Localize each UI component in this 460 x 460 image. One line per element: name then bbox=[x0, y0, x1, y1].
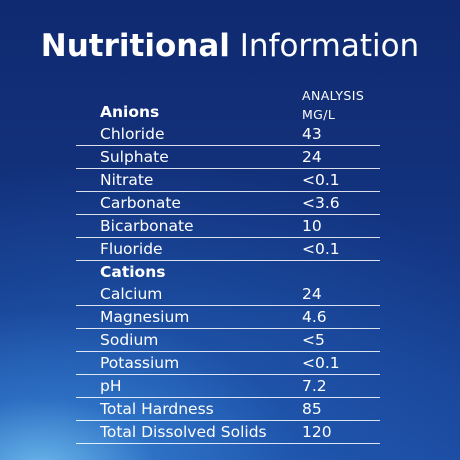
row-value: 4.6 bbox=[302, 308, 327, 326]
table-row: Bicarbonate 10 bbox=[76, 215, 380, 238]
section-heading-anions: Anions bbox=[76, 101, 380, 123]
column-header: ANALYSIS MG/L bbox=[302, 86, 364, 124]
row-value: <5 bbox=[302, 331, 325, 349]
nutrition-table: Anions Chloride 43 Sulphate 24 Nitrate <… bbox=[76, 101, 380, 444]
row-value: <0.1 bbox=[302, 240, 340, 258]
row-value: <3.6 bbox=[302, 194, 340, 212]
row-name: Total Hardness bbox=[100, 400, 214, 418]
row-value: 43 bbox=[302, 125, 322, 143]
row-name: Bicarbonate bbox=[100, 217, 194, 235]
table-row: Total Hardness 85 bbox=[76, 398, 380, 421]
column-header-analysis: ANALYSIS bbox=[302, 88, 365, 103]
row-name: pH bbox=[100, 377, 122, 395]
row-value: 7.2 bbox=[302, 377, 327, 395]
table-row: Total Dissolved Solids 120 bbox=[76, 421, 380, 444]
table-row: Fluoride <0.1 bbox=[76, 238, 380, 261]
table-row: Calcium 24 bbox=[76, 283, 380, 306]
table-row: Magnesium 4.6 bbox=[76, 306, 380, 329]
page-title: Nutritional Information bbox=[0, 24, 460, 68]
row-name: Nitrate bbox=[100, 171, 154, 189]
row-value: 24 bbox=[302, 148, 322, 166]
row-name: Magnesium bbox=[100, 308, 190, 326]
section-heading-label: Anions bbox=[100, 103, 160, 121]
table-row: Chloride 43 bbox=[76, 123, 380, 146]
table-row: pH 7.2 bbox=[76, 375, 380, 398]
row-name: Sodium bbox=[100, 331, 159, 349]
row-name: Fluoride bbox=[100, 240, 163, 258]
row-value: 120 bbox=[302, 423, 332, 441]
row-value: <0.1 bbox=[302, 354, 340, 372]
row-name: Calcium bbox=[100, 285, 163, 303]
table-row: Potassium <0.1 bbox=[76, 352, 380, 375]
title-bold: Nutritional bbox=[40, 28, 230, 64]
row-name: Chloride bbox=[100, 125, 165, 143]
row-value: 24 bbox=[302, 285, 322, 303]
row-value: 10 bbox=[302, 217, 322, 235]
table-row: Carbonate <3.6 bbox=[76, 192, 380, 215]
table-row: Sodium <5 bbox=[76, 329, 380, 352]
row-name: Sulphate bbox=[100, 148, 169, 166]
title-light: Information bbox=[239, 28, 420, 64]
row-value: 85 bbox=[302, 400, 322, 418]
row-name: Carbonate bbox=[100, 194, 181, 212]
column-header-unit: MG/L bbox=[302, 107, 336, 122]
table-row: Sulphate 24 bbox=[76, 146, 380, 169]
row-name: Potassium bbox=[100, 354, 180, 372]
table-row: Nitrate <0.1 bbox=[76, 169, 380, 192]
section-heading-label: Cations bbox=[100, 263, 166, 281]
row-name: Total Dissolved Solids bbox=[100, 423, 267, 441]
row-value: <0.1 bbox=[302, 171, 340, 189]
section-heading-cations: Cations bbox=[76, 261, 380, 283]
